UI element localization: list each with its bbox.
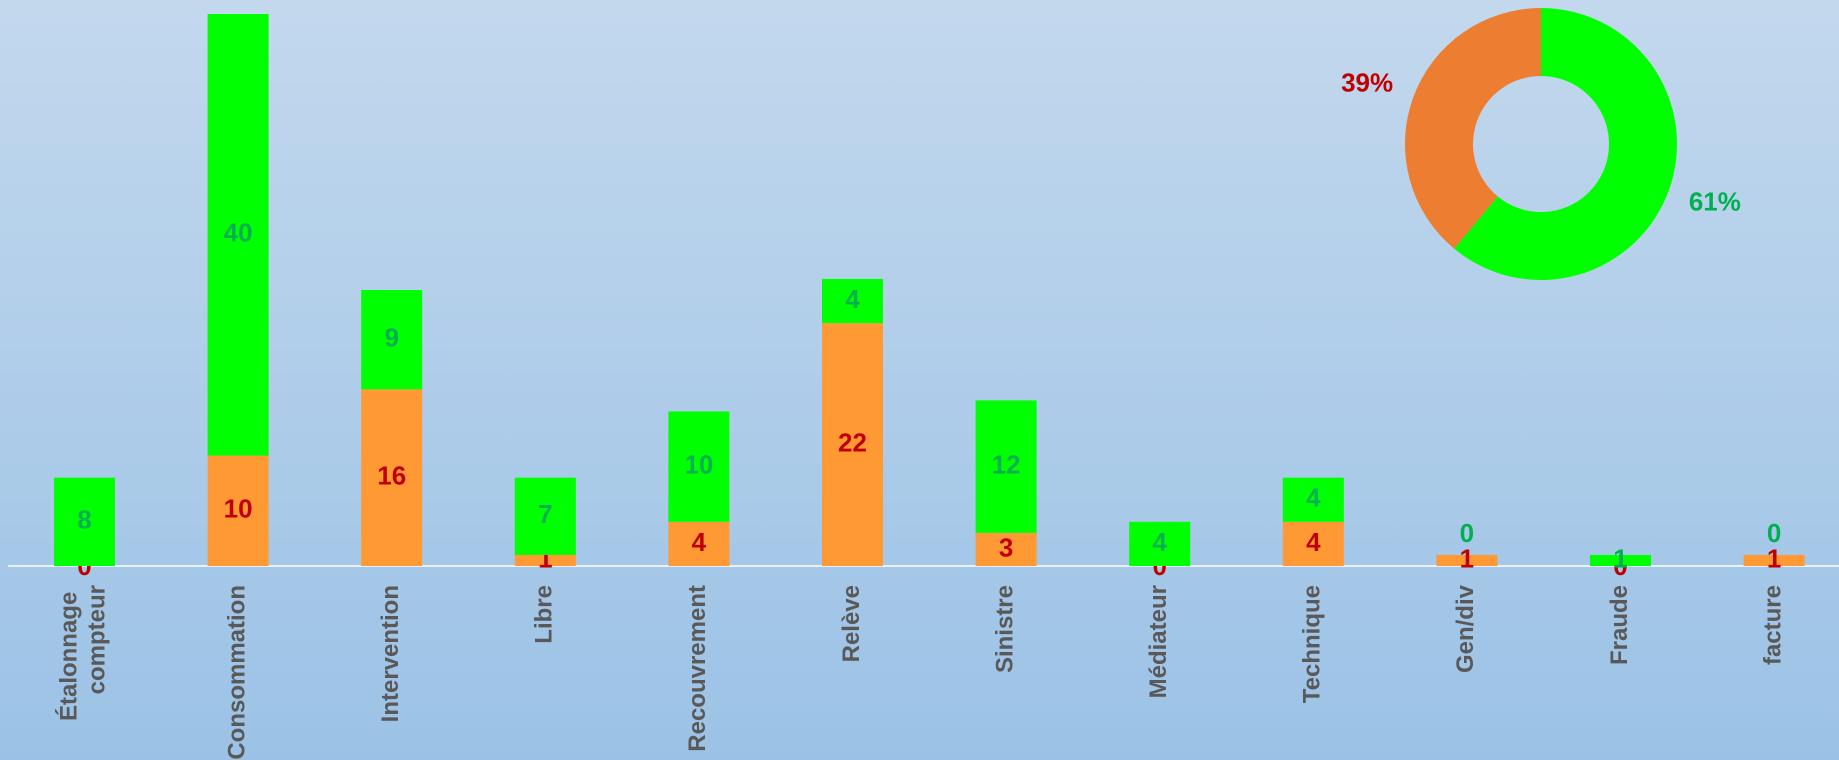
bar-segment xyxy=(361,389,423,566)
x-tick-label: Sinistre xyxy=(991,585,1018,673)
value-label: 9 xyxy=(384,323,398,353)
bar-segment xyxy=(207,14,269,456)
x-tick-label: Technique xyxy=(1299,585,1326,703)
bar-segment xyxy=(361,290,423,390)
value-label: 4 xyxy=(1306,527,1321,557)
bar-segment xyxy=(975,532,1037,566)
value-label: 40 xyxy=(224,218,253,248)
value-label: 22 xyxy=(838,427,867,457)
value-label: 4 xyxy=(845,284,860,314)
value-label: 1 xyxy=(1767,543,1781,573)
x-tick-label: Libre xyxy=(531,585,558,644)
slice-label: 39% xyxy=(1341,67,1393,97)
value-label: 8 xyxy=(77,505,91,535)
value-label: 12 xyxy=(992,450,1021,480)
bar-segment xyxy=(668,521,730,566)
bar-segment xyxy=(822,278,883,324)
x-tick-label: Fraude xyxy=(1606,585,1633,665)
value-label: 7 xyxy=(538,499,552,529)
bar-segment xyxy=(1436,554,1498,566)
bar-segment xyxy=(514,477,576,555)
bar-segment xyxy=(54,477,115,566)
x-tick-label: facture xyxy=(1759,585,1786,665)
x-tick-label: Médiateur xyxy=(1145,585,1172,698)
value-label: 3 xyxy=(999,532,1013,562)
x-tick-label: Recouvrement xyxy=(684,585,711,752)
bar-segment xyxy=(668,411,730,522)
bar-segment xyxy=(822,323,883,566)
bar-segment xyxy=(514,554,576,566)
value-label: 4 xyxy=(1306,483,1321,513)
bar-segment xyxy=(1590,554,1651,566)
value-label: 10 xyxy=(224,494,253,524)
value-label: 1 xyxy=(1613,543,1627,573)
value-label: 1 xyxy=(1460,543,1474,573)
bar-segment xyxy=(1743,554,1805,566)
value-label: 0 xyxy=(1460,518,1474,548)
x-tick-label: Étalonnage compteur xyxy=(55,585,111,721)
value-label: 0 xyxy=(1767,518,1781,548)
donut-slice xyxy=(1454,8,1677,281)
x-tick-label: Gen/div xyxy=(1452,584,1479,673)
bar-segment xyxy=(1129,521,1191,566)
bar-segment xyxy=(975,400,1037,533)
value-label: 16 xyxy=(377,461,406,491)
donut-slice xyxy=(1405,8,1541,249)
bar-segment xyxy=(1282,477,1344,522)
slice-label: 61% xyxy=(1689,186,1741,216)
value-label: 4 xyxy=(692,527,707,557)
value-label: 10 xyxy=(684,450,713,480)
x-tick-label: Relève xyxy=(838,585,865,662)
value-label: 4 xyxy=(1152,527,1167,557)
x-tick-label: Intervention xyxy=(377,585,404,722)
bar-segment xyxy=(1282,521,1344,566)
bar-segment xyxy=(207,455,269,566)
x-tick-label: Consommation xyxy=(223,585,250,760)
